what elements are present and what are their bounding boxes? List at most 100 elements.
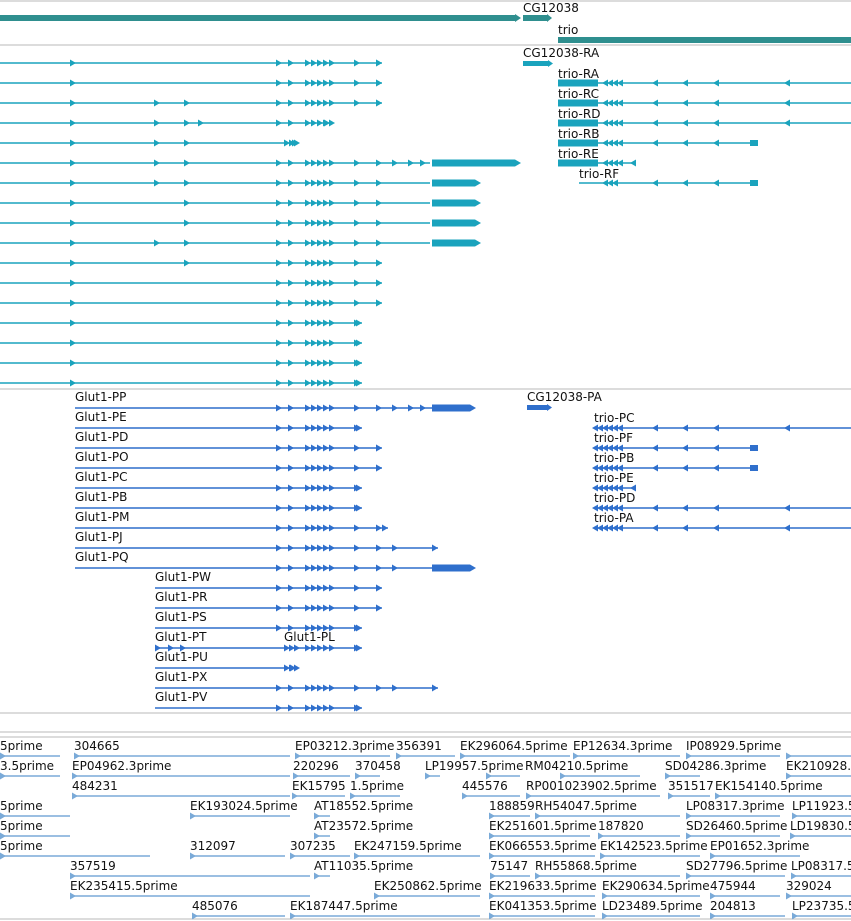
transcript-glut1-row[interactable] bbox=[0, 219, 481, 227]
est-feature[interactable] bbox=[791, 872, 851, 880]
protein-trio-pe[interactable] bbox=[592, 484, 636, 492]
est-feature[interactable] bbox=[790, 832, 851, 840]
est-feature[interactable] bbox=[290, 852, 350, 860]
est-feature[interactable] bbox=[715, 792, 851, 800]
est-feature[interactable] bbox=[792, 812, 851, 820]
est-feature[interactable] bbox=[396, 752, 455, 760]
est-feature[interactable] bbox=[314, 832, 330, 840]
transcript-glut1-row[interactable] bbox=[0, 79, 382, 87]
transcript-glut1-row[interactable] bbox=[0, 299, 382, 307]
gene-cg12038-feature[interactable] bbox=[523, 14, 552, 22]
est-feature[interactable] bbox=[665, 772, 700, 780]
est-feature[interactable] bbox=[668, 792, 710, 800]
protein-glut1-row[interactable] bbox=[75, 404, 476, 412]
gene-trio-feature[interactable] bbox=[558, 37, 851, 43]
transcript-glut1-row[interactable] bbox=[0, 59, 382, 67]
est-feature[interactable] bbox=[74, 752, 290, 760]
est-feature[interactable] bbox=[70, 892, 310, 900]
est-feature[interactable] bbox=[535, 872, 680, 880]
est-feature[interactable] bbox=[0, 832, 70, 840]
est-feature[interactable] bbox=[786, 892, 851, 900]
protein-glut1-row[interactable] bbox=[155, 584, 382, 592]
est-feature[interactable] bbox=[350, 792, 400, 800]
est-feature[interactable] bbox=[72, 792, 290, 800]
protein-trio-pd[interactable] bbox=[592, 504, 851, 512]
est-feature[interactable] bbox=[290, 912, 480, 920]
est-feature[interactable] bbox=[0, 852, 150, 860]
est-feature[interactable] bbox=[710, 852, 800, 860]
transcript-glut1-row[interactable] bbox=[0, 319, 362, 327]
transcript-glut1-row[interactable] bbox=[0, 279, 382, 287]
est-feature[interactable] bbox=[786, 752, 851, 760]
transcript-trio-re[interactable] bbox=[558, 159, 636, 167]
protein-glut1-row[interactable] bbox=[155, 684, 438, 692]
est-feature[interactable] bbox=[710, 912, 785, 920]
protein-glut1-row[interactable] bbox=[155, 704, 362, 712]
est-feature[interactable] bbox=[293, 772, 350, 780]
est-feature[interactable] bbox=[490, 872, 530, 880]
protein-glut1-row[interactable] bbox=[75, 444, 382, 452]
est-feature[interactable] bbox=[374, 892, 480, 900]
est-feature[interactable] bbox=[314, 872, 330, 880]
transcript-trio-ra[interactable] bbox=[558, 79, 851, 87]
transcript-trio-rc[interactable] bbox=[558, 99, 851, 107]
protein-cg12038-pa[interactable] bbox=[527, 404, 552, 411]
protein-trio-pc[interactable] bbox=[592, 424, 851, 432]
est-feature[interactable] bbox=[295, 752, 390, 760]
protein-glut1-row[interactable] bbox=[155, 644, 362, 652]
est-feature[interactable] bbox=[489, 852, 595, 860]
est-feature[interactable] bbox=[686, 812, 780, 820]
est-feature[interactable] bbox=[602, 892, 700, 900]
est-feature[interactable] bbox=[314, 812, 330, 820]
transcript-trio-rd[interactable] bbox=[558, 119, 851, 127]
est-feature[interactable] bbox=[489, 812, 530, 820]
transcript-glut1-row[interactable] bbox=[0, 339, 362, 347]
protein-glut1-row[interactable] bbox=[75, 564, 476, 572]
est-feature[interactable] bbox=[686, 832, 780, 840]
est-feature[interactable] bbox=[354, 852, 480, 860]
transcript-glut1-row[interactable] bbox=[0, 359, 362, 367]
est-feature[interactable] bbox=[486, 772, 520, 780]
est-feature[interactable] bbox=[190, 812, 290, 820]
est-feature[interactable] bbox=[0, 752, 60, 760]
est-feature[interactable] bbox=[462, 792, 520, 800]
est-feature[interactable] bbox=[686, 872, 785, 880]
transcript-glut1-row[interactable] bbox=[0, 239, 481, 247]
est-feature[interactable] bbox=[460, 752, 570, 760]
protein-glut1-row[interactable] bbox=[155, 624, 362, 632]
protein-glut1-row[interactable] bbox=[75, 544, 438, 552]
est-feature[interactable] bbox=[792, 912, 851, 920]
est-feature[interactable] bbox=[190, 852, 285, 860]
transcript-trio-rb[interactable] bbox=[558, 139, 758, 147]
est-feature[interactable] bbox=[0, 812, 70, 820]
est-feature[interactable] bbox=[710, 892, 780, 900]
transcript-glut1-row[interactable] bbox=[0, 119, 335, 127]
protein-trio-pf[interactable] bbox=[592, 444, 758, 452]
est-feature[interactable] bbox=[526, 792, 660, 800]
est-feature[interactable] bbox=[560, 772, 640, 780]
transcript-cg12038-ra[interactable] bbox=[523, 60, 553, 67]
est-feature[interactable] bbox=[686, 752, 780, 760]
est-feature[interactable] bbox=[292, 792, 345, 800]
est-feature[interactable] bbox=[602, 912, 700, 920]
transcript-glut1-row[interactable] bbox=[0, 199, 481, 207]
protein-trio-pa[interactable] bbox=[592, 524, 851, 532]
est-feature[interactable] bbox=[600, 852, 700, 860]
transcript-glut1-row[interactable] bbox=[0, 379, 362, 387]
est-feature[interactable] bbox=[0, 772, 60, 780]
est-feature[interactable] bbox=[535, 812, 680, 820]
protein-glut1-row[interactable] bbox=[155, 604, 382, 612]
gene-glut1-feature[interactable] bbox=[0, 14, 521, 22]
transcript-glut1-row[interactable] bbox=[0, 159, 521, 167]
est-feature[interactable] bbox=[70, 872, 310, 880]
est-feature[interactable] bbox=[598, 832, 680, 840]
est-feature[interactable] bbox=[573, 752, 680, 760]
transcript-glut1-row[interactable] bbox=[0, 99, 382, 107]
est-feature[interactable] bbox=[192, 912, 285, 920]
protein-trio-pb[interactable] bbox=[592, 464, 758, 472]
transcript-glut1-row[interactable] bbox=[0, 259, 382, 267]
transcript-trio-rf[interactable] bbox=[579, 179, 758, 187]
protein-glut1-row[interactable] bbox=[75, 484, 362, 492]
est-feature[interactable] bbox=[489, 832, 590, 840]
